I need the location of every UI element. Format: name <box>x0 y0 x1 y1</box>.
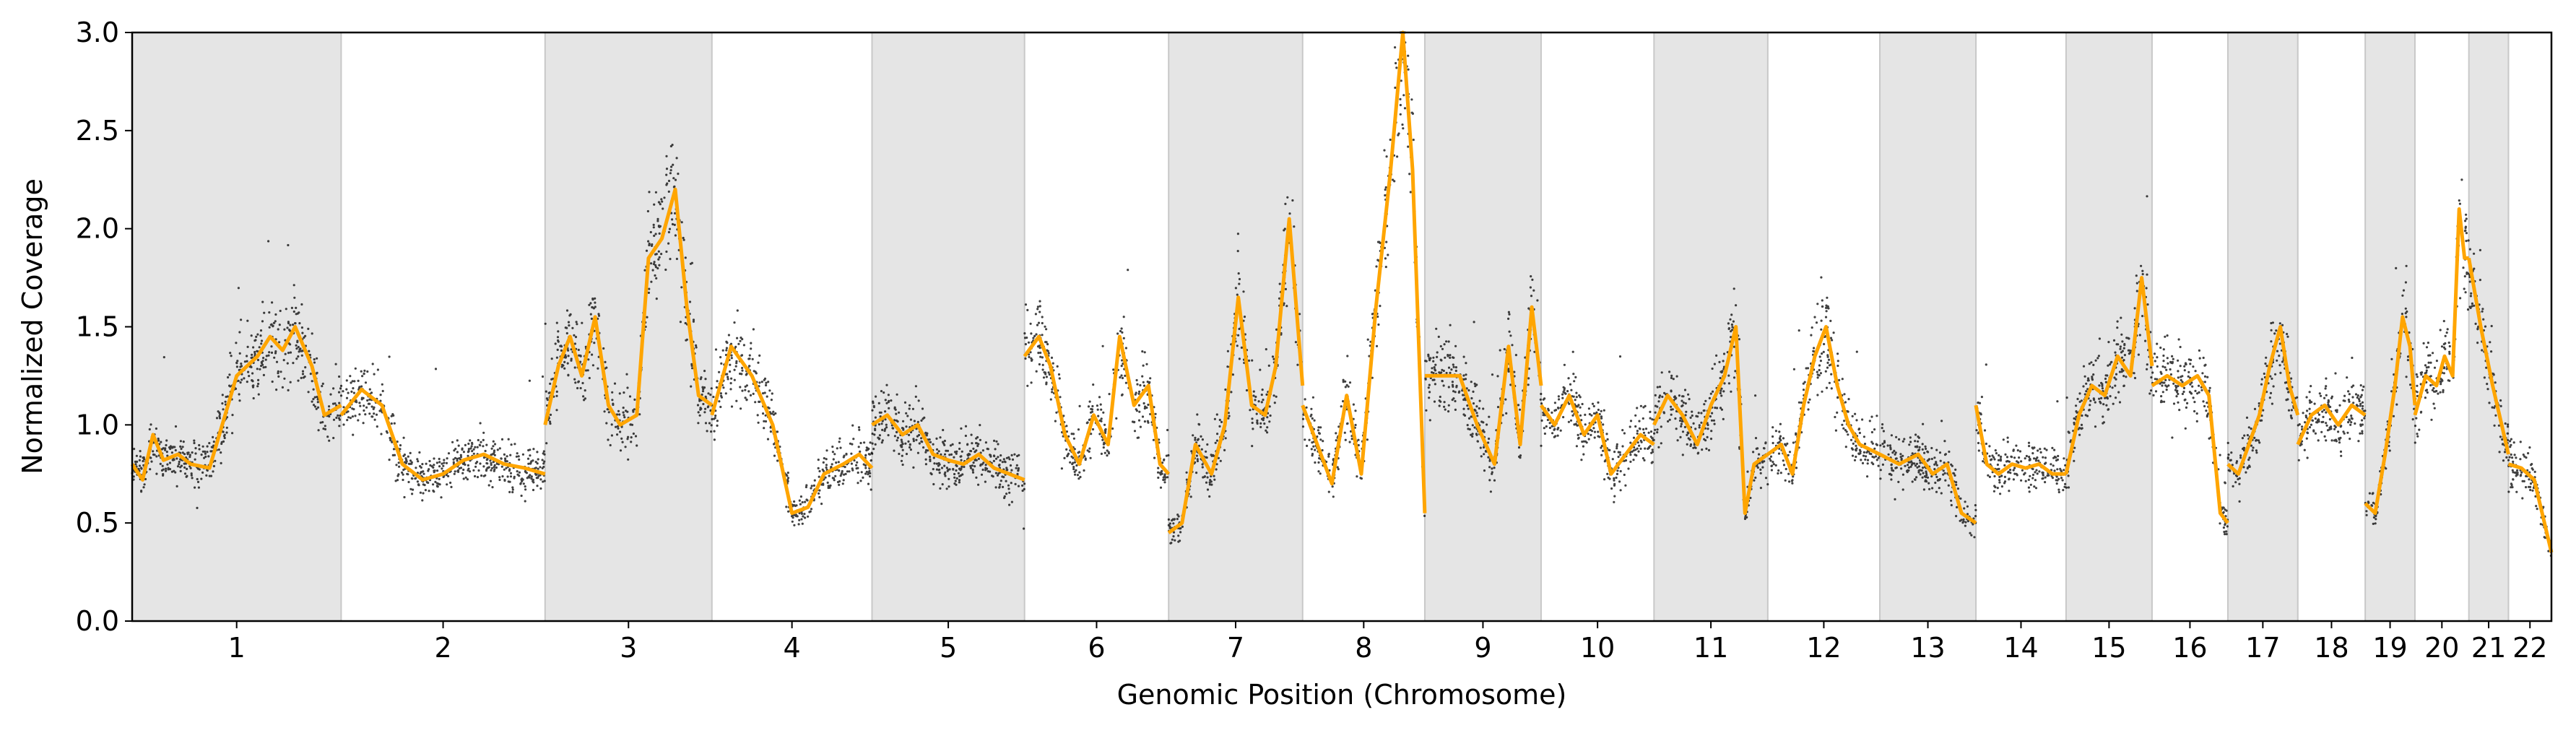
segment-line-chr20 <box>2413 207 2469 416</box>
segment-line-chr14 <box>1974 404 2066 476</box>
chromosome-band-9 <box>1423 32 1542 622</box>
chromosome-band-3 <box>544 32 713 622</box>
segment-line-chr12 <box>1766 325 1881 476</box>
x-tick-label-21: 21 <box>2471 632 2506 664</box>
y-tick-label-3.0: 3.0 <box>76 17 119 48</box>
segment-line-chr21 <box>2467 257 2510 455</box>
x-tick-label-15: 15 <box>2091 632 2126 664</box>
segment-line-chr17 <box>2226 325 2300 476</box>
segment-line-chr11 <box>1652 325 1769 516</box>
x-tick-label-17: 17 <box>2245 632 2280 664</box>
segment-line-chr8 <box>1301 30 1427 513</box>
segment-line-chr19 <box>2364 315 2417 516</box>
coverage-points-chr4 <box>711 309 873 526</box>
chromosome-band-17 <box>2226 32 2299 622</box>
y-tick-label-2.5: 2.5 <box>76 115 119 147</box>
segment-line-chr2 <box>339 387 546 482</box>
y-tick-label-1.5: 1.5 <box>76 311 119 343</box>
segment-line-chr3 <box>543 187 714 427</box>
x-tick-label-3: 3 <box>620 632 637 664</box>
x-tick-label-8: 8 <box>1355 632 1372 664</box>
x-tick-label-18: 18 <box>2314 632 2349 664</box>
y-tick-label-2.0: 2.0 <box>76 213 119 245</box>
segment-line-chr22 <box>2507 462 2554 553</box>
segment-line-chr16 <box>2151 373 2229 524</box>
segment-line-chr6 <box>1023 334 1171 475</box>
coverage-points-chr6 <box>1023 269 1170 489</box>
x-tick-label-20: 20 <box>2424 632 2459 664</box>
x-tick-label-4: 4 <box>784 632 801 664</box>
x-tick-label-10: 10 <box>1580 632 1615 664</box>
x-tick-label-2: 2 <box>434 632 451 664</box>
chromosome-band-13 <box>1879 32 1977 622</box>
coverage-points-chr16 <box>2151 334 2229 536</box>
x-tick-label-9: 9 <box>1474 632 1491 664</box>
x-tick-label-11: 11 <box>1694 632 1728 664</box>
x-tick-label-12: 12 <box>1806 632 1841 664</box>
segment-line-chr7 <box>1167 217 1305 534</box>
coverage-points-chr12 <box>1769 276 1881 485</box>
x-tick-label-7: 7 <box>1227 632 1244 664</box>
y-axis: 0.0 0.5 1.0 1.5 2.0 2.5 3.0 <box>76 17 132 637</box>
y-tick-label-0.0: 0.0 <box>76 605 119 637</box>
segment-line-chr5 <box>871 413 1025 482</box>
x-tick-label-1: 1 <box>228 632 246 664</box>
segment-line-chr13 <box>1878 452 1977 525</box>
coverage-points <box>131 31 2553 558</box>
segment-line-chr4 <box>710 344 874 516</box>
x-tick-label-13: 13 <box>1910 632 1945 664</box>
x-axis-title: Genomic Position (Chromosome) <box>1117 679 1567 711</box>
segment-line-chr15 <box>2064 276 2154 474</box>
chromosome-shading <box>131 32 2510 622</box>
segment-lines <box>130 30 2554 553</box>
segment-line-chr9 <box>1424 305 1543 467</box>
x-tick-label-14: 14 <box>2003 632 2038 664</box>
x-tick-label-16: 16 <box>2172 632 2207 664</box>
chromosome-band-1 <box>131 32 342 622</box>
x-axis: 1 2 3 4 5 6 7 8 9 10 11 12 13 14 15 16 17 18 19 20 21 22 <box>228 621 2547 664</box>
chromosome-band-19 <box>2364 32 2416 622</box>
y-axis-title: Normalized Coverage <box>17 178 48 474</box>
segment-line-chr18 <box>2296 403 2367 446</box>
chromosome-band-15 <box>2065 32 2153 622</box>
y-tick-label-1.0: 1.0 <box>76 409 119 441</box>
x-tick-label-6: 6 <box>1088 632 1105 664</box>
x-tick-label-22: 22 <box>2512 632 2547 664</box>
y-tick-label-0.5: 0.5 <box>76 507 119 539</box>
chromosome-band-21 <box>2468 32 2510 622</box>
chromosome-band-5 <box>871 32 1025 622</box>
segment-line-chr1 <box>130 325 342 482</box>
coverage-points-chr10 <box>1540 350 1655 503</box>
x-tick-label-19: 19 <box>2372 632 2407 664</box>
segment-line-chr10 <box>1539 394 1655 476</box>
chromosome-band-11 <box>1653 32 1769 622</box>
coverage-points-chr22 <box>2507 438 2553 558</box>
coverage-points-chr2 <box>339 355 546 503</box>
x-tick-label-5: 5 <box>940 632 957 664</box>
plot-frame <box>131 31 2553 623</box>
